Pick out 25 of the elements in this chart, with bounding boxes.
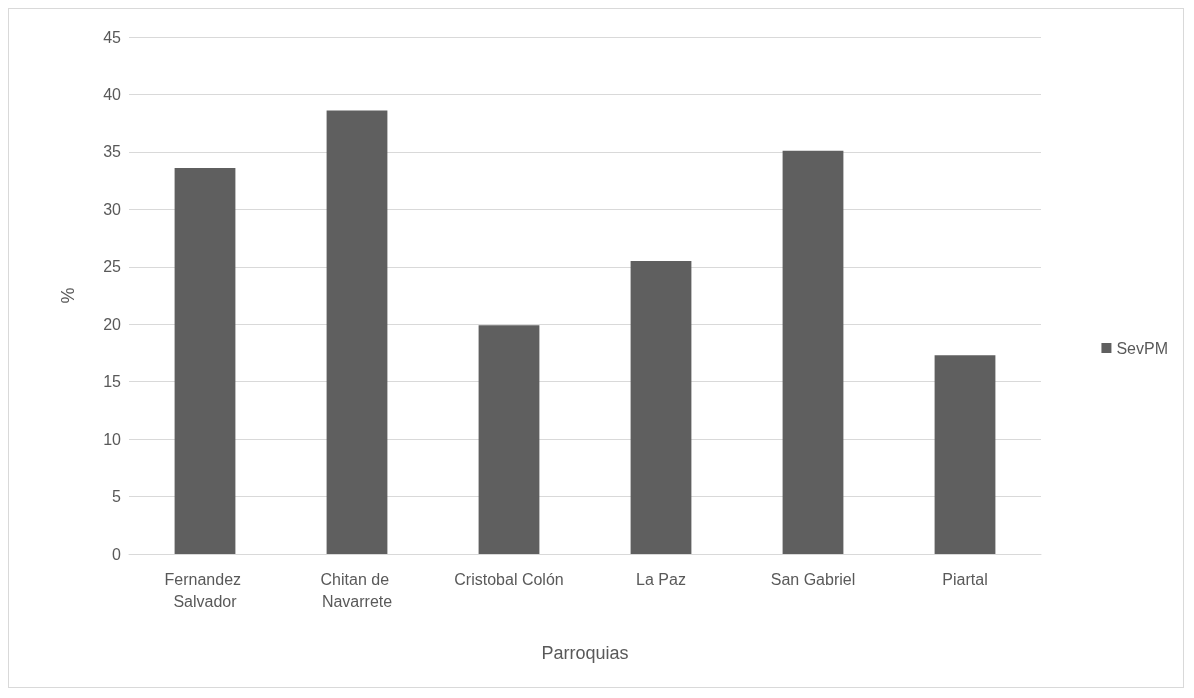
y-tick-label: 5 <box>112 488 122 506</box>
x-tick-label: San Gabriel <box>770 570 856 588</box>
y-tick-label: 35 <box>103 143 122 161</box>
x-tick-label: Fernandez Salvador <box>164 570 246 610</box>
y-tick-label: 10 <box>103 430 122 448</box>
y-tick-label: 15 <box>103 373 122 391</box>
legend-label: SevPM <box>1116 339 1169 357</box>
x-tick-label: Chitan de Navarrete <box>320 570 394 610</box>
x-tick-label: Cristobal Colón <box>454 570 564 588</box>
y-tick-label: 0 <box>112 545 122 563</box>
y-tick-label: 45 <box>103 28 122 46</box>
x-tick-label: La Paz <box>636 570 686 588</box>
bar <box>630 261 692 554</box>
bar <box>478 325 540 554</box>
y-axis-title: % <box>58 287 78 304</box>
bar <box>782 150 844 554</box>
bar <box>934 355 996 554</box>
x-tick-label: Piartal <box>942 570 988 588</box>
bar <box>174 167 236 554</box>
y-tick-label: 25 <box>103 258 122 276</box>
y-tick-label: 30 <box>103 200 122 218</box>
y-tick-label: 40 <box>103 85 122 103</box>
bar <box>326 110 388 554</box>
x-axis-title: Parroquias <box>541 643 629 663</box>
y-tick-label: 20 <box>103 315 122 333</box>
